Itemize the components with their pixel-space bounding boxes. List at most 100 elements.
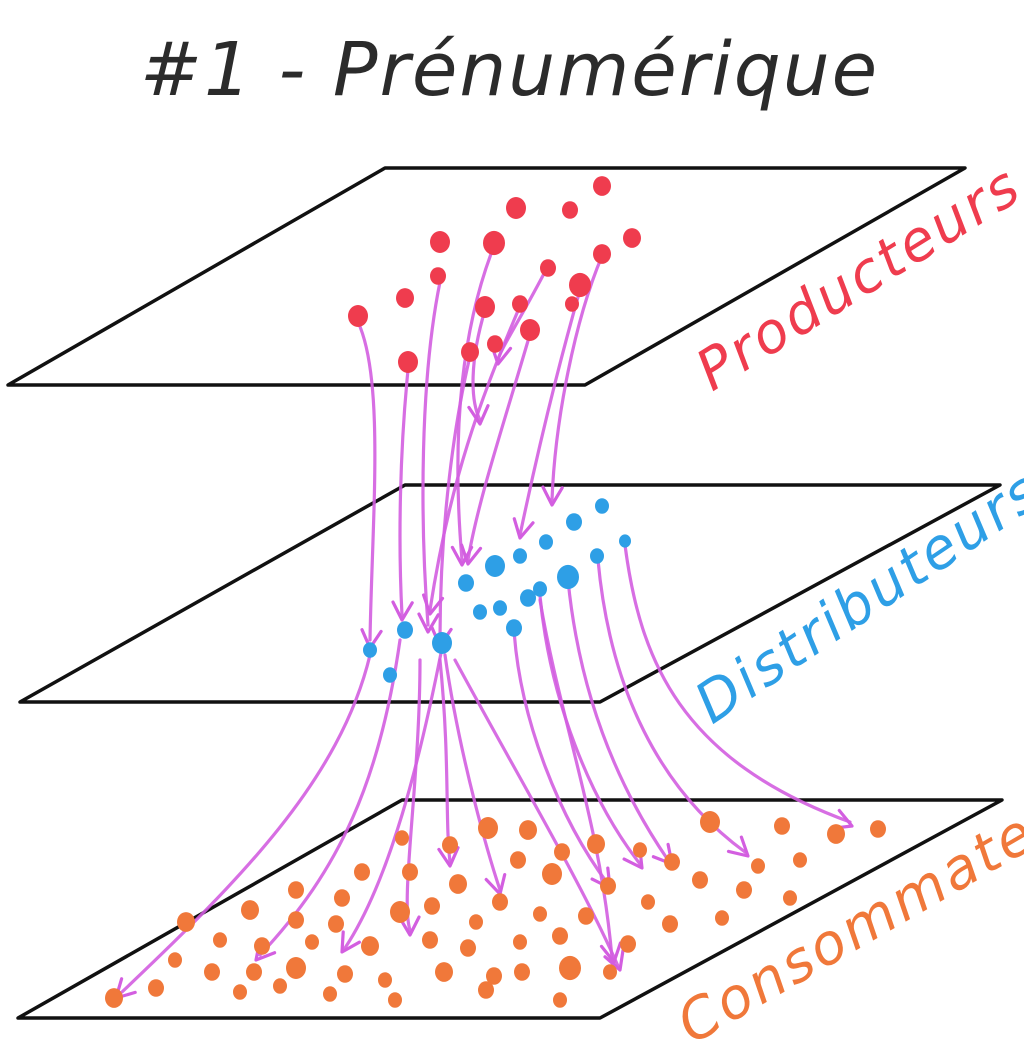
producteur-dot <box>430 267 446 285</box>
producteur-dot <box>461 342 479 362</box>
producteur-dot <box>512 295 528 313</box>
arrowhead <box>398 915 421 937</box>
consommateur-dot <box>246 963 262 981</box>
consommateur-dot <box>148 979 164 997</box>
arrowhead <box>460 543 483 566</box>
consommateur-dot <box>254 937 270 955</box>
flow-arrow <box>471 308 487 422</box>
flow-arrow <box>512 628 610 886</box>
flow-arrow <box>398 368 410 617</box>
consommateur-dot <box>736 881 752 899</box>
arrowhead <box>340 930 361 954</box>
producteur-dot <box>623 228 641 248</box>
consommateur-dot <box>390 901 410 923</box>
arrowhead <box>512 517 535 540</box>
distributeurs-dots <box>363 498 631 683</box>
distributeur-dot <box>432 632 452 654</box>
consommateur-dot <box>424 897 440 915</box>
arrowhead <box>422 593 445 616</box>
consommateur-dot <box>783 890 797 906</box>
consommateur-dot <box>587 834 605 854</box>
flow-arrow <box>453 658 620 968</box>
consommateur-dot <box>305 934 319 950</box>
flow-arrow <box>466 332 532 562</box>
consommateur-dot <box>664 853 680 871</box>
producteur-dot <box>398 351 418 373</box>
consommateur-dot <box>354 863 370 881</box>
consommateur-dot <box>478 981 494 999</box>
distributeur-dot <box>566 513 582 531</box>
consommateur-dot <box>870 820 886 838</box>
consommateur-dot <box>204 963 220 981</box>
distributeur-dot <box>590 548 604 564</box>
consommateur-dot <box>478 817 498 839</box>
plane-consommateurs <box>16 798 1004 1020</box>
flow-arrow <box>550 254 604 502</box>
producteur-dot <box>562 201 578 219</box>
distributeur-dot <box>513 548 527 564</box>
consommateur-dot <box>388 992 402 1008</box>
flow-arrow <box>258 638 402 957</box>
consommateur-dot <box>105 988 123 1008</box>
arrowhead <box>417 612 440 634</box>
consommateur-dot <box>751 858 765 874</box>
distributeur-dot <box>493 600 507 616</box>
consommateur-dot <box>514 963 530 981</box>
consommateur-dot <box>533 906 547 922</box>
arrowhead <box>391 600 414 622</box>
consommateur-dot <box>288 881 304 899</box>
consommateur-dot <box>486 967 502 985</box>
producteur-dot <box>487 335 503 353</box>
consommateur-dot <box>273 978 287 994</box>
consommateur-dot <box>700 811 720 833</box>
consommateur-dot <box>600 877 616 895</box>
consommateur-dot <box>827 824 845 844</box>
consommateur-dot <box>168 952 182 968</box>
consommateur-dot <box>435 962 453 982</box>
distributeur-dot <box>485 555 505 577</box>
consommateur-dot <box>542 863 562 885</box>
consommateur-dot <box>361 936 379 956</box>
consommateur-dot <box>641 894 655 910</box>
flow-arrow <box>518 288 582 537</box>
plane-distributeurs <box>18 483 1002 704</box>
consommateur-dot <box>233 984 247 1000</box>
plane-producteurs <box>6 166 967 387</box>
consommateur-dot <box>241 900 259 920</box>
producteur-dot <box>565 296 579 312</box>
distributeur-dot <box>619 534 631 548</box>
flow-arrow <box>438 658 452 864</box>
arrowhead <box>437 846 460 868</box>
producteur-dot <box>593 176 611 196</box>
consommateur-dot <box>793 852 807 868</box>
producteur-dot <box>540 259 556 277</box>
label-distributeurs: Distributeurs <box>683 458 1024 737</box>
consommateur-dot <box>513 934 527 950</box>
distributeur-dot <box>520 589 536 607</box>
producteur-dot <box>348 305 368 327</box>
consommateur-dot <box>442 836 458 854</box>
arrowhead <box>726 835 750 858</box>
consommateur-dot <box>177 912 195 932</box>
distributeur-dot <box>473 604 487 620</box>
consommateur-dot <box>715 910 729 926</box>
consommateur-dot <box>337 965 353 983</box>
producteur-dot <box>475 296 495 318</box>
distributeur-dot <box>557 564 579 590</box>
flow-arrow <box>538 598 614 960</box>
consommateur-dot <box>553 992 567 1008</box>
distributeur-dot <box>383 667 397 683</box>
consommateur-dot <box>692 871 708 889</box>
consommateur-dot <box>662 915 678 933</box>
producteur-dot <box>569 272 591 298</box>
flow-arrow <box>438 354 472 642</box>
consommateurs-dots <box>105 811 886 1008</box>
consommateur-dot <box>559 955 581 981</box>
consommateur-dot <box>469 914 483 930</box>
producteur-dot <box>396 288 414 308</box>
consommateur-dot <box>633 842 647 858</box>
consommateur-dot <box>620 935 636 953</box>
label-producteurs: Producteurs <box>685 153 1024 404</box>
producteurs-dots <box>348 176 641 373</box>
